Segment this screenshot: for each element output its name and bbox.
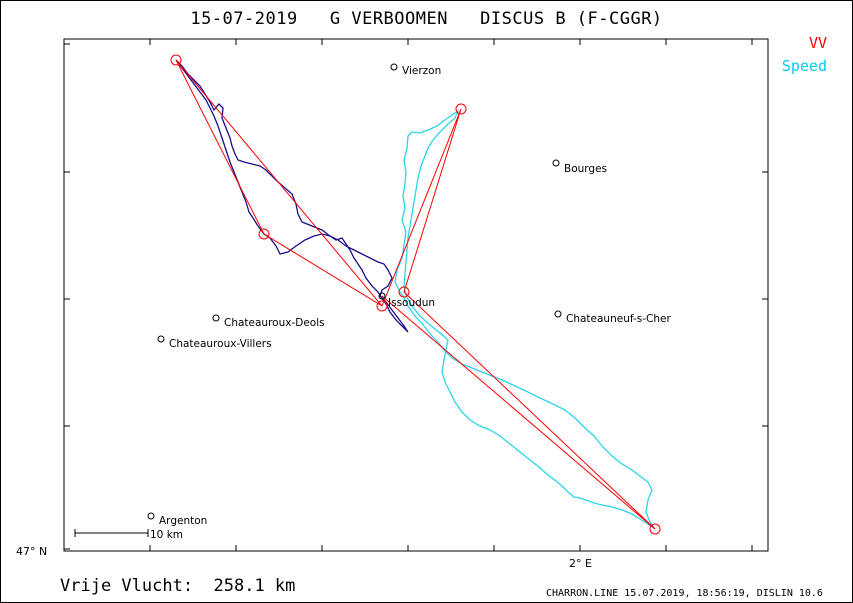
free-flight-distance: Vrije Vlucht: 258.1 km xyxy=(60,576,296,596)
footer-info: CHARRON.LINE 15.07.2019, 18:56:19, DISLI… xyxy=(546,588,823,599)
scale-bar xyxy=(74,529,149,537)
plot-area xyxy=(63,38,769,552)
place-label-chateauneuf-s-cher: Chateauneuf-s-Cher xyxy=(566,313,671,325)
place-markers xyxy=(147,63,562,520)
map-title: 15-07-2019 G VERBOOMEN DISCUS B (F-CGGR) xyxy=(190,9,663,29)
place-marker xyxy=(157,335,165,343)
place-label-chateauroux-deols: Chateauroux-Deols xyxy=(224,317,325,329)
place-label-vierzon: Vierzon xyxy=(402,65,441,77)
place-marker xyxy=(390,63,398,71)
speed-track xyxy=(394,109,656,530)
vv-track xyxy=(175,59,409,333)
place-marker xyxy=(552,159,560,167)
legend-vv: VV xyxy=(808,34,827,52)
turnpoints xyxy=(170,54,661,535)
place-label-chateauroux-villers: Chateauroux-Villers xyxy=(169,338,272,350)
lon-axis-label: 2° E xyxy=(569,557,592,570)
place-marker xyxy=(147,512,155,520)
legend-speed: Speed xyxy=(781,57,827,75)
axis-ticks xyxy=(64,39,768,551)
place-label-issoudun: Issoudun xyxy=(388,297,435,309)
place-marker xyxy=(378,292,386,300)
task-line-east xyxy=(381,108,656,530)
place-marker xyxy=(212,314,220,322)
place-label-bourges: Bourges xyxy=(564,163,607,175)
task-line xyxy=(175,59,383,307)
lat-axis-label: 47° N xyxy=(16,545,47,558)
place-label-argenton: Argenton xyxy=(159,515,207,527)
place-marker xyxy=(554,310,562,318)
scale-bar-label: 10 km xyxy=(150,529,183,541)
